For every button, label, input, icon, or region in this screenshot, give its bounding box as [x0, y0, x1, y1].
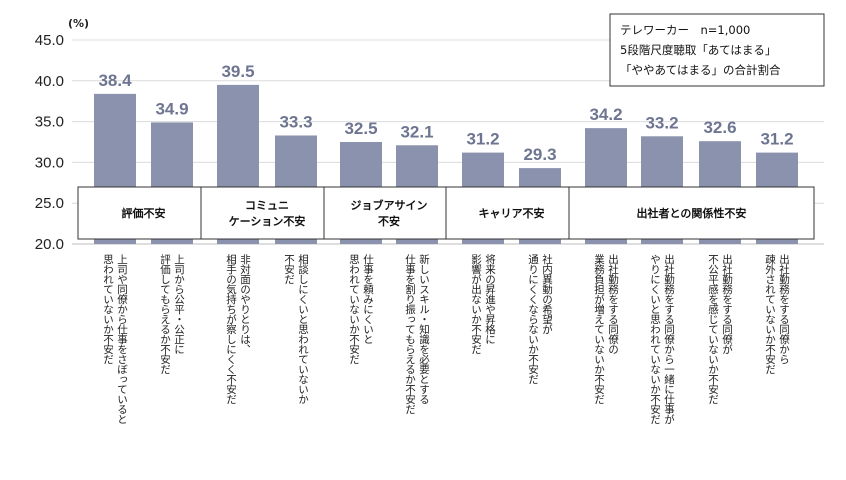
group-label: キャリア不安 [479, 206, 545, 220]
bar-value-label: 33.2 [645, 113, 678, 132]
note-text: テレワーカー n=1,000 [620, 23, 750, 37]
category-label: 影響が出ないか不安だ [470, 253, 482, 354]
category-label: 上司や同僚から仕事をさぼっていると [116, 254, 128, 424]
group-label-box [445, 186, 578, 240]
category-label: 社内異動の希望が [541, 253, 553, 334]
category-label: 相手の気持ちが察しにくく不安だ [225, 253, 237, 404]
note-text: 「ややあてはまる」の合計割合 [620, 63, 781, 77]
y-tick-label: 30.0 [35, 154, 64, 171]
group-label: コミュニ [245, 199, 289, 212]
category-label: 仕事を頼みにくいと [362, 253, 374, 344]
category-label: 上司から公平・公正に [173, 254, 185, 354]
category-label: やりにくいと思われていないか不安だ [649, 254, 661, 424]
category-label: 出社勤務をする同僚の [607, 253, 619, 354]
bar-value-label: 31.2 [760, 130, 793, 149]
group-label-box [200, 186, 334, 240]
bar-value-label: 31.2 [466, 130, 499, 149]
category-label: 相談しにくいと思われていないか [297, 253, 309, 404]
unit-label: (%) [68, 17, 89, 30]
category-label: 不公平感を感じていないか不安だ [707, 254, 719, 404]
bar-value-label: 34.9 [155, 99, 188, 118]
category-label: 将来の昇進や昇格に [484, 254, 496, 344]
group-label: 不安 [378, 214, 400, 228]
group-label: 出社者との関係性不安 [637, 206, 747, 220]
y-tick-label: 40.0 [35, 73, 64, 90]
group-label: ジョブアサイン [351, 198, 428, 212]
y-tick-label: 35.0 [35, 114, 64, 131]
group-label-box [77, 186, 210, 240]
category-label: 評価してもらえるか不安だ [159, 253, 171, 374]
note-text: 5段階尺度聴取「あてはまる」 [620, 43, 776, 57]
group-label: 評価不安 [122, 206, 166, 220]
category-label: 非対面のやりとりは、 [239, 254, 251, 354]
category-label: 新しいスキル・知識を必要とする [418, 253, 430, 404]
y-tick-label: 45.0 [35, 32, 64, 49]
category-label: 不安だ [283, 254, 295, 284]
y-tick-label: 20.0 [35, 236, 64, 253]
y-tick-label: 25.0 [35, 195, 64, 212]
group-label-box [568, 186, 815, 240]
category-label: 思われていないか不安だ [102, 254, 114, 364]
bar-value-label: 29.3 [523, 145, 556, 164]
category-label: 通りにくくならないか不安だ [527, 254, 539, 384]
category-label: 疎外されていないか不安だ [764, 254, 776, 374]
bar-value-label: 39.5 [221, 62, 254, 81]
bar-value-label: 33.3 [279, 112, 312, 131]
bar-value-label: 32.5 [344, 119, 377, 138]
category-label: 仕事を割り振ってもらえるか不安だ [404, 253, 416, 414]
category-label: 出社勤務をする同僚から [778, 253, 790, 365]
bar-value-label: 38.4 [98, 71, 132, 90]
bar-value-label: 32.6 [703, 118, 736, 137]
category-label: 出社勤務をする同僚が [721, 253, 733, 354]
bar-value-label: 34.2 [589, 105, 622, 124]
bar-value-label: 32.1 [400, 122, 433, 141]
category-label: 思われていないか不安だ [348, 254, 360, 364]
category-label: 業務負担が増えていないか不安だ [593, 253, 605, 404]
category-label: 出社勤務をする同僚から一緒に仕事が [663, 253, 675, 424]
note-box [609, 13, 825, 87]
group-label-box [323, 186, 455, 240]
group-label: ケーション不安 [229, 214, 306, 228]
